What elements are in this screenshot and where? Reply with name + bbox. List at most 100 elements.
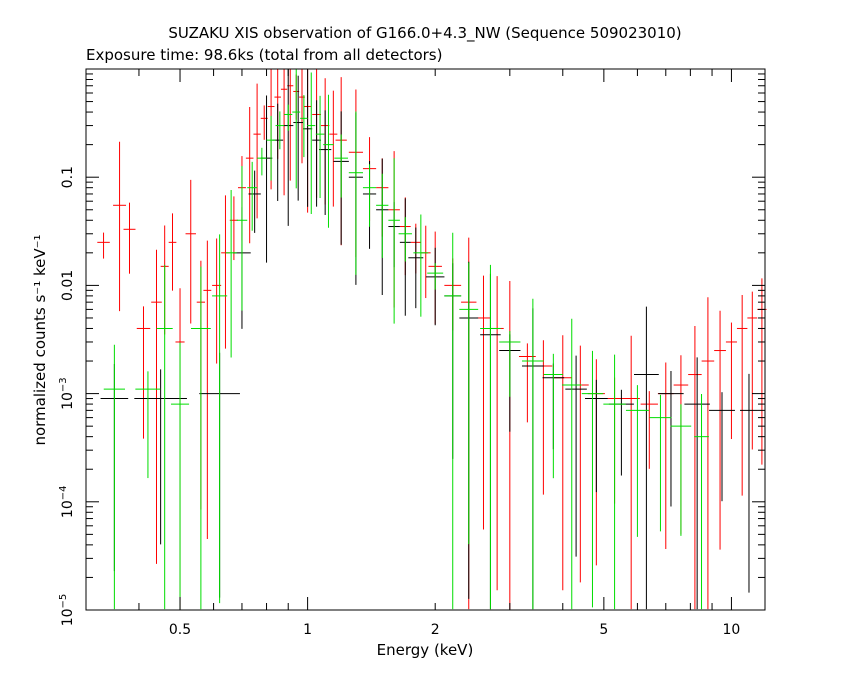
- x-axis-label: Energy (keV): [377, 641, 474, 659]
- data-point: [247, 161, 258, 231]
- data-point: [97, 232, 110, 259]
- data-point: [534, 340, 553, 495]
- data-point: [312, 100, 321, 207]
- data-point: [307, 72, 316, 214]
- y-tick-label: 10−3: [58, 377, 76, 410]
- data-point: [134, 369, 187, 545]
- data-point: [398, 217, 412, 262]
- data-point: [739, 373, 758, 593]
- data-point: [736, 295, 748, 496]
- data-point: [253, 83, 261, 219]
- data-point: [221, 195, 230, 349]
- series-0: [97, 69, 767, 610]
- data-point: [561, 318, 582, 610]
- data-point: [714, 310, 726, 550]
- data-point: [543, 353, 564, 479]
- y-tick-label: 0.1: [60, 166, 76, 188]
- series-layer: [97, 69, 767, 610]
- y-tick-label: 10−5: [58, 594, 76, 627]
- data-point: [694, 393, 709, 610]
- data-point: [701, 297, 715, 610]
- data-point: [725, 322, 737, 440]
- data-point: [323, 94, 334, 228]
- data-point: [329, 90, 338, 207]
- data-point: [459, 262, 479, 545]
- data-point: [388, 158, 400, 324]
- data-point: [257, 147, 267, 176]
- x-tick-label: 10: [723, 622, 741, 638]
- data-point: [260, 95, 273, 263]
- data-point: [275, 111, 285, 150]
- data-point: [640, 391, 658, 469]
- x-tick-label: 0.5: [169, 622, 191, 638]
- data-point: [709, 392, 735, 502]
- data-point: [113, 141, 127, 312]
- data-point: [413, 214, 429, 317]
- data-point: [334, 134, 349, 198]
- data-point: [480, 264, 501, 610]
- data-point: [292, 69, 301, 189]
- y-tick-label: 10−4: [58, 486, 76, 519]
- data-point: [476, 275, 491, 530]
- data-point: [348, 111, 363, 275]
- data-point: [688, 325, 702, 610]
- data-point: [315, 95, 325, 199]
- data-point: [571, 345, 589, 583]
- data-point: [490, 276, 504, 591]
- series-1: [100, 69, 758, 610]
- data-point: [684, 357, 710, 610]
- data-point: [521, 298, 544, 610]
- data-point: [444, 232, 462, 610]
- data-point: [427, 263, 444, 290]
- data-point: [272, 103, 284, 201]
- data-point: [212, 234, 228, 604]
- y-tick-label: 0.01: [60, 270, 76, 301]
- data-point: [245, 107, 254, 244]
- data-point: [649, 394, 672, 532]
- data-point: [203, 240, 212, 540]
- chart-title: SUZAKU XIS observation of G166.0+4.3_NW …: [168, 24, 681, 43]
- data-point: [151, 249, 162, 564]
- chart-subtitle: Exposure time: 98.6ks (total from all de…: [86, 46, 442, 64]
- data-point: [625, 385, 649, 537]
- data-point: [565, 355, 587, 557]
- data-point: [603, 354, 626, 610]
- data-point: [293, 75, 304, 201]
- data-point: [190, 266, 211, 610]
- y-axis-label: normalized counts s⁻¹ keV⁻¹: [31, 234, 49, 445]
- data-point: [280, 69, 288, 196]
- data-point: [135, 371, 161, 479]
- data-point: [658, 371, 684, 507]
- data-point: [236, 166, 248, 311]
- data-point: [156, 264, 173, 610]
- ticks-layer: 0.5 1 2 5 10 10−5 10−4 10−3 0.01 0.1: [58, 68, 765, 638]
- data-point: [185, 179, 196, 324]
- data-point: [283, 69, 294, 226]
- data-point: [634, 306, 659, 610]
- data-point: [608, 389, 634, 476]
- data-point: [248, 170, 261, 233]
- data-point: [747, 291, 758, 450]
- plot-frame: [85, 68, 766, 611]
- data-point: [585, 379, 608, 493]
- data-point: [123, 202, 136, 274]
- data-point: [284, 104, 293, 131]
- data-point: [319, 110, 332, 215]
- data-point: [670, 404, 692, 536]
- data-point: [168, 213, 177, 291]
- data-point: [136, 306, 151, 439]
- data-point: [420, 225, 431, 299]
- series-2: [103, 69, 709, 610]
- x-tick-label: 1: [303, 622, 312, 638]
- data-point: [553, 335, 573, 591]
- x-tick-label: 2: [431, 622, 440, 638]
- data-point: [266, 115, 276, 181]
- data-point: [303, 82, 313, 207]
- data-point: [376, 173, 389, 258]
- data-point: [225, 190, 237, 358]
- data-point: [300, 95, 308, 158]
- x-tick-label: 5: [599, 622, 608, 638]
- data-point: [499, 331, 521, 397]
- data-point: [170, 342, 190, 610]
